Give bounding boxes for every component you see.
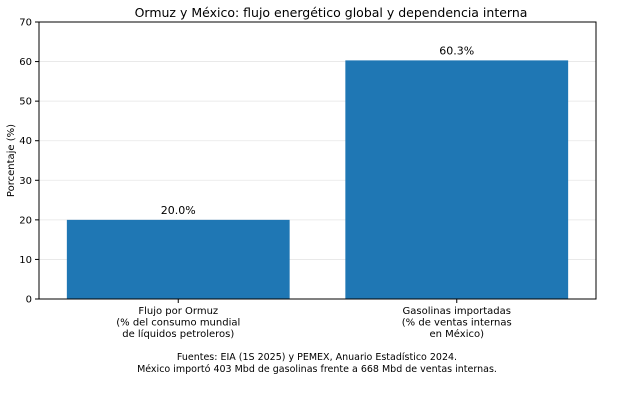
- y-tick-label: 60: [19, 57, 32, 68]
- x-tick-label: Gasolinas importadas: [403, 306, 511, 317]
- x-tick-label: de líquidos petroleros): [122, 328, 234, 340]
- y-tick-label: 70: [19, 18, 32, 29]
- y-tick-label: 10: [19, 255, 32, 266]
- x-axis: Flujo por Ormuz(% del consumo mundialde …: [116, 299, 512, 340]
- y-tick-label: 40: [19, 136, 32, 147]
- y-tick-label: 20: [19, 215, 32, 226]
- x-tick-label: Flujo por Ormuz: [138, 306, 218, 317]
- x-tick-label: (% de ventas internas: [402, 318, 512, 329]
- y-tick-label: 50: [19, 97, 32, 108]
- x-tick-label: en México): [430, 328, 485, 340]
- bars: [66, 60, 569, 300]
- y-axis-label: Porcentaje (%): [6, 124, 17, 197]
- chart-title: Ormuz y México: flujo energético global …: [135, 5, 528, 20]
- bar: [345, 60, 569, 300]
- footnote-imports: México importó 403 Mbd de gasolinas fren…: [137, 364, 497, 375]
- value-labels: 20.0% 60.3%: [161, 44, 474, 216]
- y-tick-label: 0: [26, 295, 32, 306]
- x-tick-label: (% del consumo mundial: [116, 318, 240, 329]
- bar: [66, 219, 290, 299]
- y-tick-label: 30: [19, 176, 32, 187]
- y-axis: 0 10 20 30 40 50 60 70: [19, 18, 39, 306]
- footnote-sources: Fuentes: EIA (1S 2025) y PEMEX, Anuario …: [176, 352, 458, 363]
- bar-value-label: 60.3%: [439, 44, 474, 57]
- plot-frame: [38, 21, 597, 300]
- bar-value-label: 20.0%: [161, 204, 196, 217]
